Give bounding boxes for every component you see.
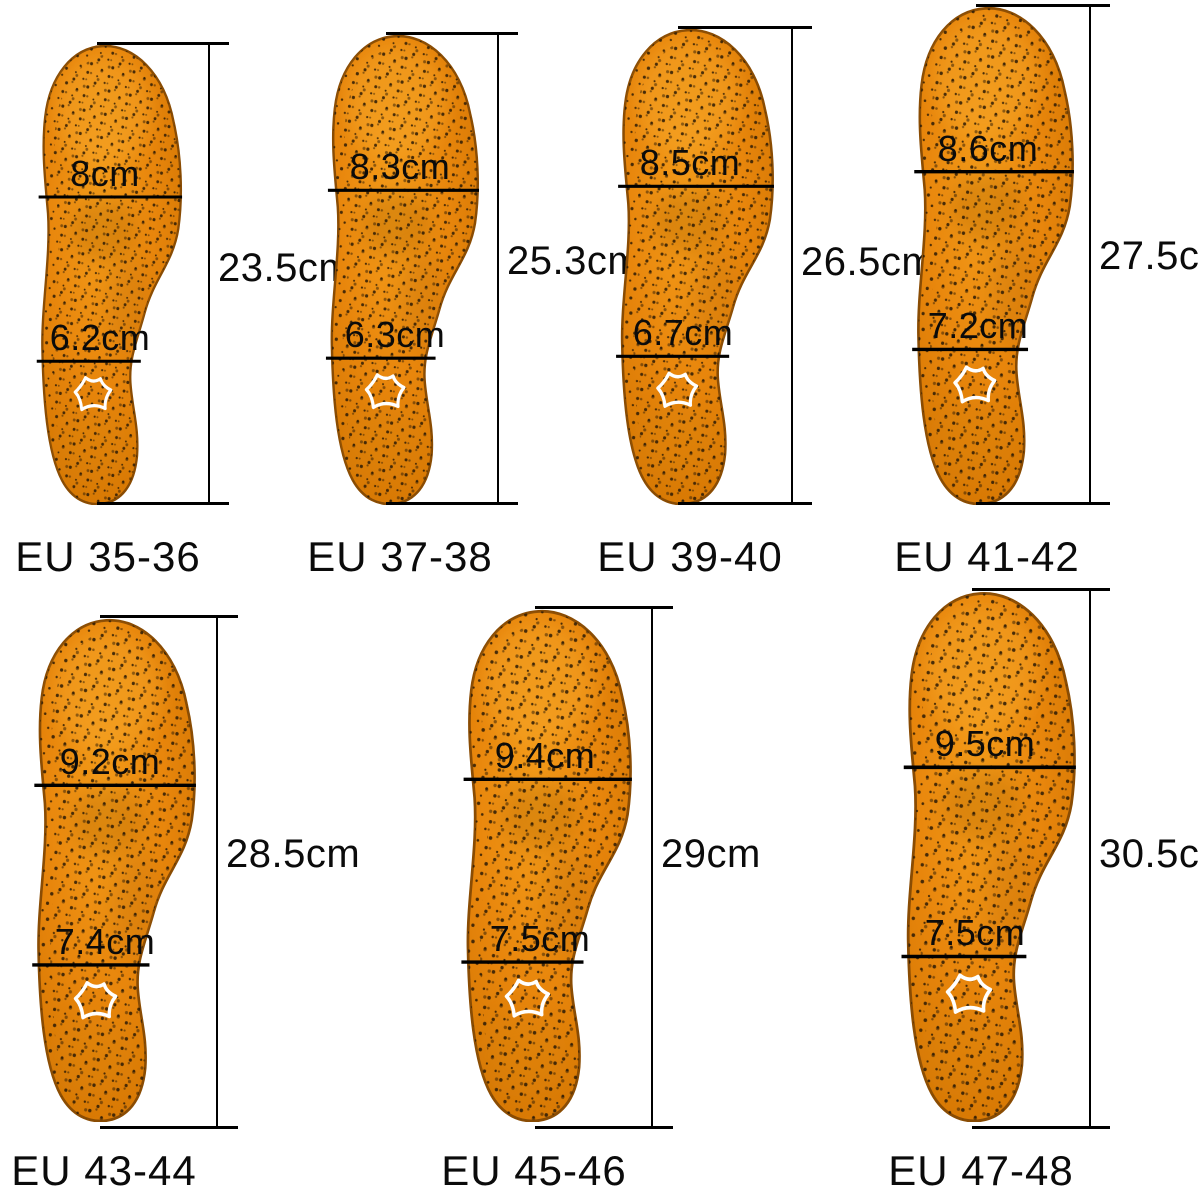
heel-width-label: 7.4cm [54,921,156,962]
eu-size-label: EU 47-48 [888,1147,1074,1194]
length-label: 29cm [661,832,761,876]
length-top-tick [100,615,238,618]
length-label: 28.5cm [226,832,361,876]
forefoot-width-label: 9.2cm [59,741,161,782]
forefoot-width-label: 9.5cm [934,723,1036,764]
insole-graphic [457,608,633,1122]
length-measure-line [497,32,499,505]
heel-width-label: 7.2cm [927,305,1029,346]
length-bottom-tick [386,502,518,505]
length-label: 30.5cm [1099,832,1200,876]
forefoot-width-label: 8.6cm [937,128,1039,169]
forefoot-width-label: 8.5cm [639,142,741,183]
insole-graphic [612,27,775,505]
length-bottom-tick [100,1126,238,1129]
eu-size-label: EU 41-42 [894,533,1080,580]
length-top-tick [97,42,229,45]
length-label: 23.5cm [218,246,353,290]
length-measure-line [216,615,218,1129]
length-bottom-tick [97,502,229,505]
heel-width-label: 7.5cm [489,918,591,959]
length-measure-line [208,42,210,505]
eu-size-label: EU 43-44 [11,1147,197,1194]
eu-size-label: EU 39-40 [597,533,783,580]
length-measure-line [1089,4,1091,505]
forefoot-width-label: 9.4cm [494,735,596,776]
length-top-tick [976,4,1110,7]
heel-width-label: 6.2cm [49,317,151,358]
length-top-tick [678,26,812,29]
heel-width-label: 7.5cm [924,912,1026,953]
forefoot-width-label: 8.3cm [349,146,451,187]
eu-size-label: EU 45-46 [441,1147,627,1194]
length-measure-line [651,606,653,1129]
eu-size-label: EU 37-38 [307,533,493,580]
length-label: 25.3cm [507,239,642,283]
length-measure-line [1089,588,1091,1129]
insole-graphic [897,590,1077,1122]
forefoot-width-label: 8cm [70,153,140,194]
length-top-tick [972,588,1110,591]
length-label: 26.5cm [801,240,936,284]
insole-graphic [908,5,1075,505]
heel-width-label: 6.7cm [632,312,734,353]
length-label: 27.5cm [1099,234,1200,278]
length-top-tick [535,606,673,609]
insole-graphic [28,617,197,1122]
length-top-tick [386,32,518,35]
length-bottom-tick [976,502,1110,505]
eu-size-label: EU 35-36 [15,533,201,580]
heel-width-label: 6.3cm [344,314,446,355]
length-bottom-tick [678,502,812,505]
insole-graphic [33,43,183,505]
length-bottom-tick [972,1126,1110,1129]
length-measure-line [791,26,793,505]
insole-graphic [322,33,480,505]
length-bottom-tick [535,1126,673,1129]
